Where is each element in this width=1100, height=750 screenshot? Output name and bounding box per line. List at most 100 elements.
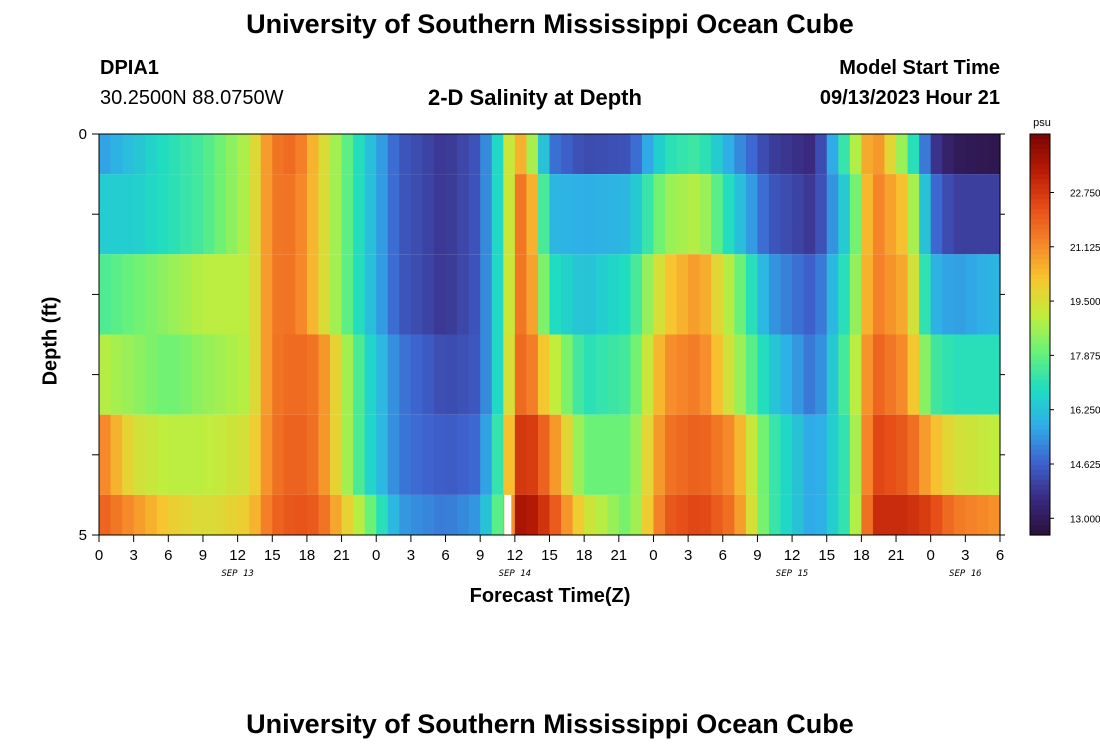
heatmap-cell [561,414,574,495]
heatmap-cell [676,174,689,255]
heatmap-cell [387,254,400,335]
heatmap-cell [272,414,285,495]
heatmap-cell [618,134,631,175]
heatmap-cell [803,254,816,335]
heatmap-cell [607,414,620,495]
heatmap-cell [561,254,574,335]
heatmap-cell [168,334,181,415]
heatmap-cell [861,414,874,495]
heatmap-cell [330,334,343,415]
colorbar-segment [1030,269,1050,275]
heatmap-cell [283,334,296,415]
colorbar-segment [1030,369,1050,376]
heatmap-cell [133,334,146,415]
heatmap-cell [260,494,273,535]
heatmap-cell [688,174,701,255]
heatmap-cell [353,494,366,535]
heatmap-cell [260,414,273,495]
heatmap-cell [988,254,1001,335]
heatmap-cell [249,494,262,535]
heatmap-cell [584,334,597,415]
heatmap-cell [295,174,308,255]
colorbar-segment [1030,364,1050,371]
heatmap-cell [202,414,216,495]
heatmap-cell [99,334,112,415]
heatmap-cell [364,174,377,255]
heatmap-cell [249,414,262,495]
heatmap-cell [422,134,435,175]
heatmap-cell [572,494,585,535]
heatmap-cell [953,494,966,535]
heatmap-cell [387,494,400,535]
colorbar-segment [1030,219,1050,225]
x-tick-label: 18 [576,547,593,564]
heatmap-cell [491,174,504,255]
heatmap-cell [445,254,458,335]
heatmap-cell [792,174,805,255]
colorbar-segment [1030,514,1050,521]
heatmap-cell [503,334,516,415]
heatmap-cell [780,134,793,175]
heatmap-cell [607,254,620,335]
heatmap-cell [942,254,955,335]
heatmap-cell [745,254,759,335]
heatmap-cell [768,334,782,415]
heatmap-cell [410,174,424,255]
heatmap-cell [156,494,169,535]
heatmap-cell [838,174,851,255]
x-axis-label: Forecast Time(Z) [469,585,631,607]
colorbar-segment [1030,394,1050,401]
heatmap-cell [699,134,712,175]
colorbar-segment [1030,244,1050,250]
heatmap-cell [896,134,909,175]
heatmap-cell [341,174,354,255]
colorbar-tick-label: 14.625 [1070,460,1100,471]
heatmap-cell [665,414,678,495]
colorbar-segment [1030,479,1050,486]
heatmap-cell [226,174,239,255]
colorbar-segment [1030,289,1050,295]
heatmap-cell [930,414,943,495]
heatmap-cell [607,134,620,175]
colorbar-tick-label: 19.500 [1070,297,1100,308]
heatmap-cell [907,134,920,175]
heatmap-cell [815,494,828,535]
heatmap-cell [849,494,862,535]
heatmap-cell [168,174,181,255]
heatmap-cell [641,254,655,335]
footer-title: University of Southern Mississippi Ocean… [246,709,854,739]
heatmap-cell [491,494,504,535]
heatmap-cell [283,494,296,535]
heatmap-cell [711,134,724,175]
heatmap-cell [306,134,320,175]
colorbar-segment [1030,164,1050,170]
heatmap-cell [872,254,886,335]
heatmap-cell [953,334,966,415]
heatmap-cell [872,334,886,415]
x-tick-label: 0 [927,547,935,564]
heatmap-cell [226,414,239,495]
heatmap-cell [757,494,770,535]
heatmap-cell [480,414,493,495]
colorbar-segment [1030,349,1050,356]
heatmap-cell [387,414,400,495]
heatmap-cell [445,174,458,255]
heatmap-cell [815,414,828,495]
heatmap-cell [688,414,701,495]
colorbar-segment [1030,159,1050,165]
heatmap-cell [838,414,851,495]
heatmap-cell [815,254,828,335]
heatmap-cell [445,334,458,415]
heatmap-cell [260,174,273,255]
heatmap-cell [514,334,527,415]
heatmap-cell [792,334,805,415]
heatmap-cell [168,494,181,535]
heatmap-cell [584,174,597,255]
heatmap-cell [965,494,978,535]
heatmap-cell [330,494,343,535]
x-tick-label: 12 [507,547,524,564]
heatmap-cell [122,414,135,495]
heatmap-cell [780,174,793,255]
heatmap-cell [237,414,250,495]
heatmap-cell [676,134,689,175]
